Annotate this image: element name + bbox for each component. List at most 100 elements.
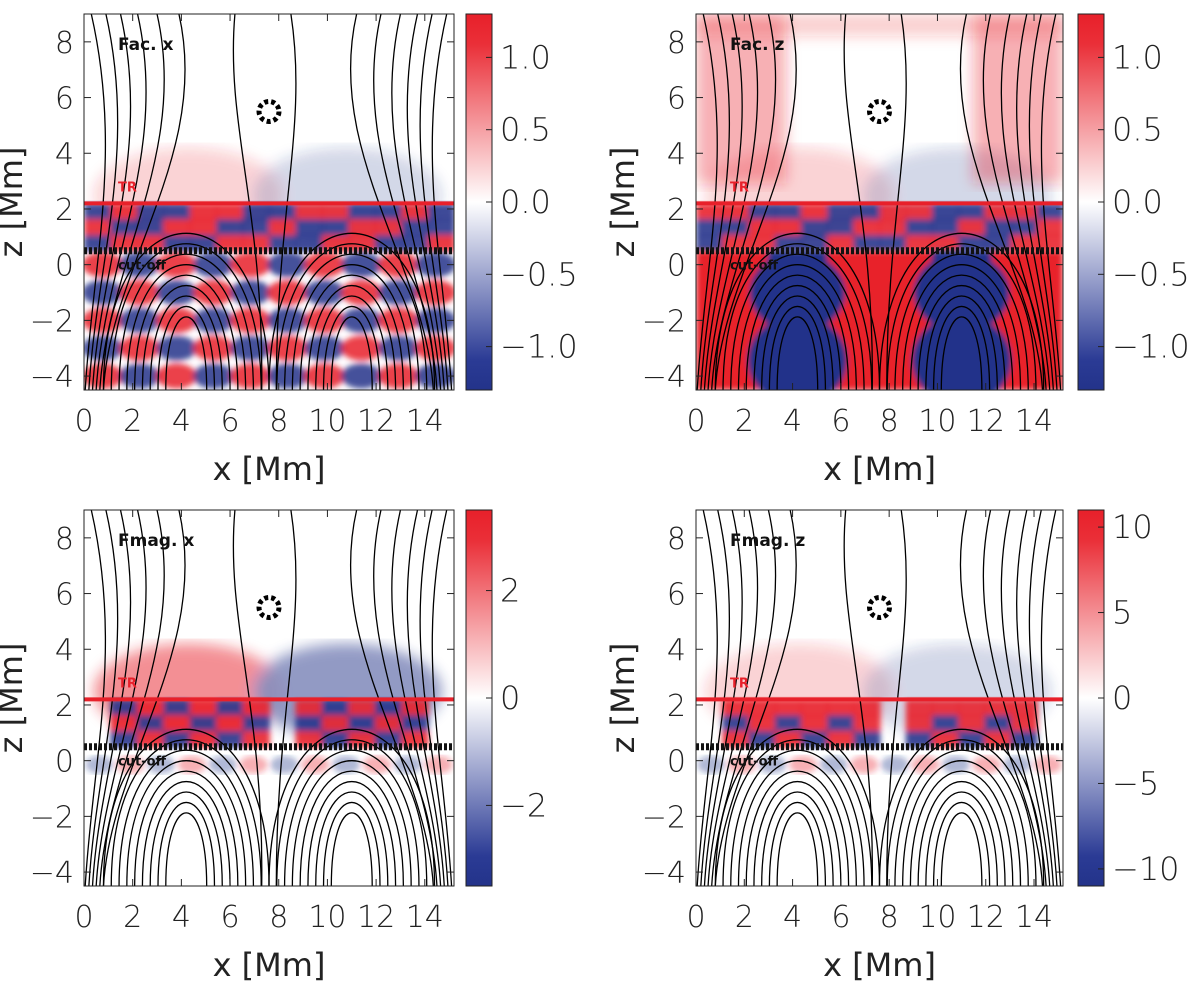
band-cell (189, 699, 218, 717)
colorbar-tick-label: −5 (1112, 764, 1159, 802)
wave-blob (156, 307, 197, 333)
x-axis: 0 2 4 6 8 10 12 14 (74, 14, 444, 439)
y-tick-label: −4 (642, 856, 686, 891)
y-tick-label: 6 (667, 82, 686, 117)
colorbar: 1.0 0.5 0.0 −0.5 −1.0 (465, 13, 578, 391)
y-tick-label: 4 (55, 137, 74, 172)
tr-label: TR (730, 676, 749, 691)
band-cell (295, 203, 323, 221)
band-cell (774, 203, 802, 221)
wave-blob (230, 279, 271, 306)
colorbar: 10 5 0 −5 −10 (1077, 508, 1180, 888)
band-cell (189, 234, 218, 252)
band-cell (348, 219, 376, 236)
y-axis: 8 6 4 2 0 −2 −4 (642, 522, 1063, 891)
colorbar-tick-label: 10 (1112, 508, 1153, 546)
band-cell (1036, 219, 1063, 236)
field-line-loop (110, 243, 262, 390)
band-cell (136, 219, 165, 236)
field-line-open (349, 510, 434, 886)
band-cell (295, 699, 323, 717)
cutoff-label: cut-off (730, 755, 779, 770)
field-lines (696, 14, 1062, 390)
lower-field (696, 250, 1063, 390)
faint-blob (301, 755, 330, 774)
field-line-loop (102, 232, 270, 390)
band-cell (189, 203, 218, 221)
field-line-loop (307, 284, 397, 390)
field-line-loop (932, 802, 991, 886)
field-line-loop (776, 812, 819, 886)
field-line-loop (141, 284, 231, 390)
y-tick-label: −4 (30, 360, 74, 395)
colorbar-tick-label: 0.0 (500, 183, 551, 221)
band-cell (722, 699, 750, 717)
field-line-open (391, 14, 442, 390)
field-line-loop (283, 253, 420, 390)
band-cell (984, 699, 1012, 717)
band-cell (931, 699, 960, 717)
band-cell (427, 219, 454, 236)
x-tick-label: 6 (221, 404, 240, 439)
x-tick-label: 10 (308, 404, 346, 439)
y-tick-label: 2 (667, 689, 686, 724)
panel-label: Fmag. x (118, 531, 194, 551)
band-cell (189, 730, 218, 748)
colorbar: 2 0 −2 (465, 509, 547, 887)
x-tick-label: 8 (880, 404, 899, 439)
colorbar-tick-label: −0.5 (1112, 255, 1190, 293)
field-line-open (91, 14, 132, 390)
band-cell (269, 203, 297, 221)
y-tick-label: 0 (667, 249, 686, 284)
band-cell (110, 715, 138, 732)
x-axis: 0 2 4 6 8 10 12 14 (686, 14, 1053, 439)
blue-bulge (913, 252, 1010, 333)
band-cell (984, 203, 1012, 221)
field-line-open (84, 510, 107, 886)
band-cell (374, 203, 403, 221)
field-line-loop (902, 760, 1022, 886)
field-line-loop (118, 749, 255, 886)
field-line-open (275, 14, 297, 390)
band-cell (136, 715, 165, 732)
field-line-open (1000, 14, 1051, 390)
x-tick-label: 2 (735, 404, 754, 439)
band-cell (374, 234, 403, 252)
x-tick-label: 2 (123, 900, 142, 935)
plot-area (696, 14, 1063, 390)
field-line-loop (894, 253, 1029, 390)
colorbar-tick-label: −0.5 (500, 255, 578, 293)
source-marker (256, 594, 282, 620)
sky-top (696, 14, 1063, 36)
x-tick-label: 10 (308, 900, 346, 935)
wave-blob (304, 335, 345, 361)
field-line-loop (730, 253, 865, 390)
chromosphere-band (696, 203, 1063, 252)
colorbar-tick-label: 0 (500, 679, 520, 717)
field-line-loop (925, 295, 998, 390)
band-cell (1036, 203, 1063, 221)
field-line-loop (268, 232, 436, 390)
wave-blob (304, 307, 345, 333)
band-cell (774, 699, 802, 717)
field-line-loop (917, 780, 1006, 886)
x-tick-label: 8 (269, 900, 288, 935)
band-cell (136, 699, 165, 717)
band-cell (905, 699, 933, 717)
y-tick-label: 6 (55, 578, 74, 613)
field-line-loop (157, 306, 216, 390)
field-line-loop (118, 253, 255, 390)
y-tick-label: 0 (55, 745, 74, 780)
field-line-loop (917, 284, 1006, 390)
field-line-loop (878, 728, 1045, 886)
x-tick-label: 14 (1015, 900, 1053, 935)
band-cell (722, 203, 750, 221)
band-cell (189, 219, 218, 236)
colorbar-tick-label: 0.0 (1112, 183, 1163, 221)
field-line-loop (149, 791, 223, 886)
field-line-open (1000, 510, 1051, 886)
band-cell (321, 219, 350, 236)
wave-blob (230, 252, 271, 278)
y-axis-title: z [Mm] (0, 147, 30, 258)
